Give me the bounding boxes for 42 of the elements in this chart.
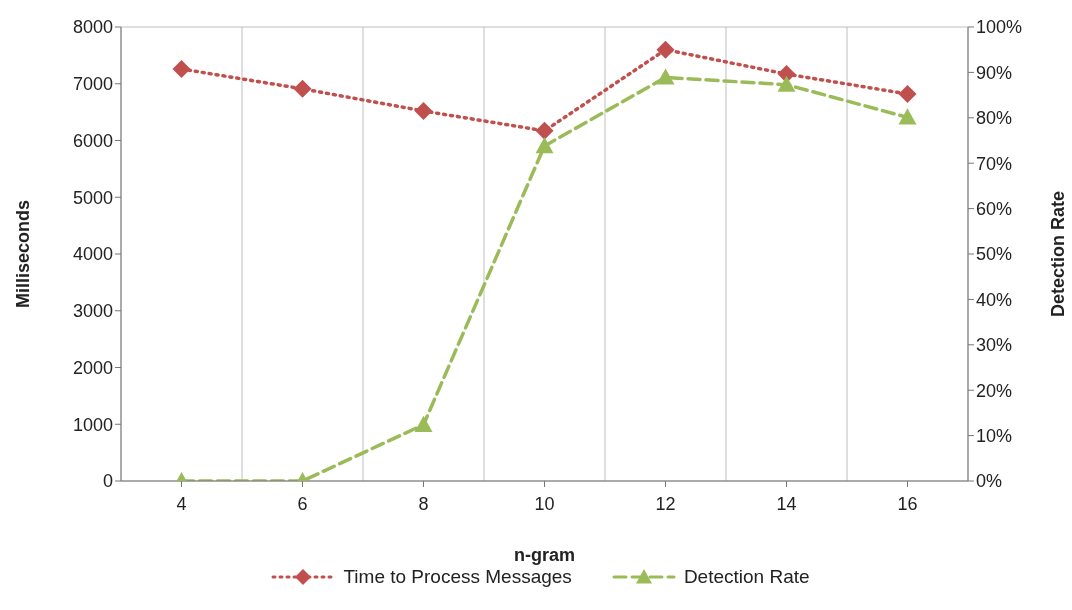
y-tick-label: 1000 xyxy=(72,414,113,435)
y-tick-label: 6000 xyxy=(72,130,113,151)
y2-tick-label: 40% xyxy=(976,289,1013,310)
point xyxy=(898,84,917,103)
point xyxy=(656,40,675,59)
x-tick-label: 4 xyxy=(176,493,187,514)
y-tick-label: 7000 xyxy=(72,74,113,95)
y-axis-title: Milliseconds xyxy=(13,199,34,309)
point xyxy=(656,68,675,85)
y-tick-label: 3000 xyxy=(72,301,113,322)
x-tick-label: 16 xyxy=(897,493,918,514)
point xyxy=(293,79,312,98)
y-tick-label: 0 xyxy=(102,471,113,492)
point xyxy=(172,60,191,78)
y2-tick-label: 60% xyxy=(976,198,1013,219)
y2-tick-label: 100% xyxy=(976,17,1023,38)
y2-tick-label: 10% xyxy=(976,425,1013,446)
y-tick-label: 5000 xyxy=(72,187,113,208)
y2-tick-label: 0% xyxy=(976,471,1003,492)
point xyxy=(898,108,917,125)
point xyxy=(535,121,554,140)
y2-tick-label: 30% xyxy=(976,335,1013,356)
legend-label: Detection Rate xyxy=(682,566,810,588)
x-tick-label: 14 xyxy=(776,493,797,514)
point xyxy=(414,101,433,120)
y2-tick-label: 70% xyxy=(976,153,1013,174)
point xyxy=(777,75,796,92)
x-tick-label: 6 xyxy=(297,493,308,514)
x-axis-title: n-gram xyxy=(513,545,576,565)
point xyxy=(535,136,554,154)
x-tick-label: 10 xyxy=(534,493,555,514)
x-tick-label: 8 xyxy=(418,493,429,514)
y-tick-label: 8000 xyxy=(72,17,113,38)
y2-tick-label: 80% xyxy=(976,108,1013,129)
y2-axis-title: Detection Rate xyxy=(1048,190,1069,318)
y2-tick-label: 50% xyxy=(976,244,1013,265)
x-tick-label: 12 xyxy=(655,493,676,514)
y2-tick-label: 90% xyxy=(976,62,1013,83)
y2-tick-label: 20% xyxy=(976,380,1013,401)
y-tick-label: 4000 xyxy=(72,244,113,265)
y-tick-label: 2000 xyxy=(72,357,113,378)
legend-label: Time to Process Messages xyxy=(342,566,572,588)
